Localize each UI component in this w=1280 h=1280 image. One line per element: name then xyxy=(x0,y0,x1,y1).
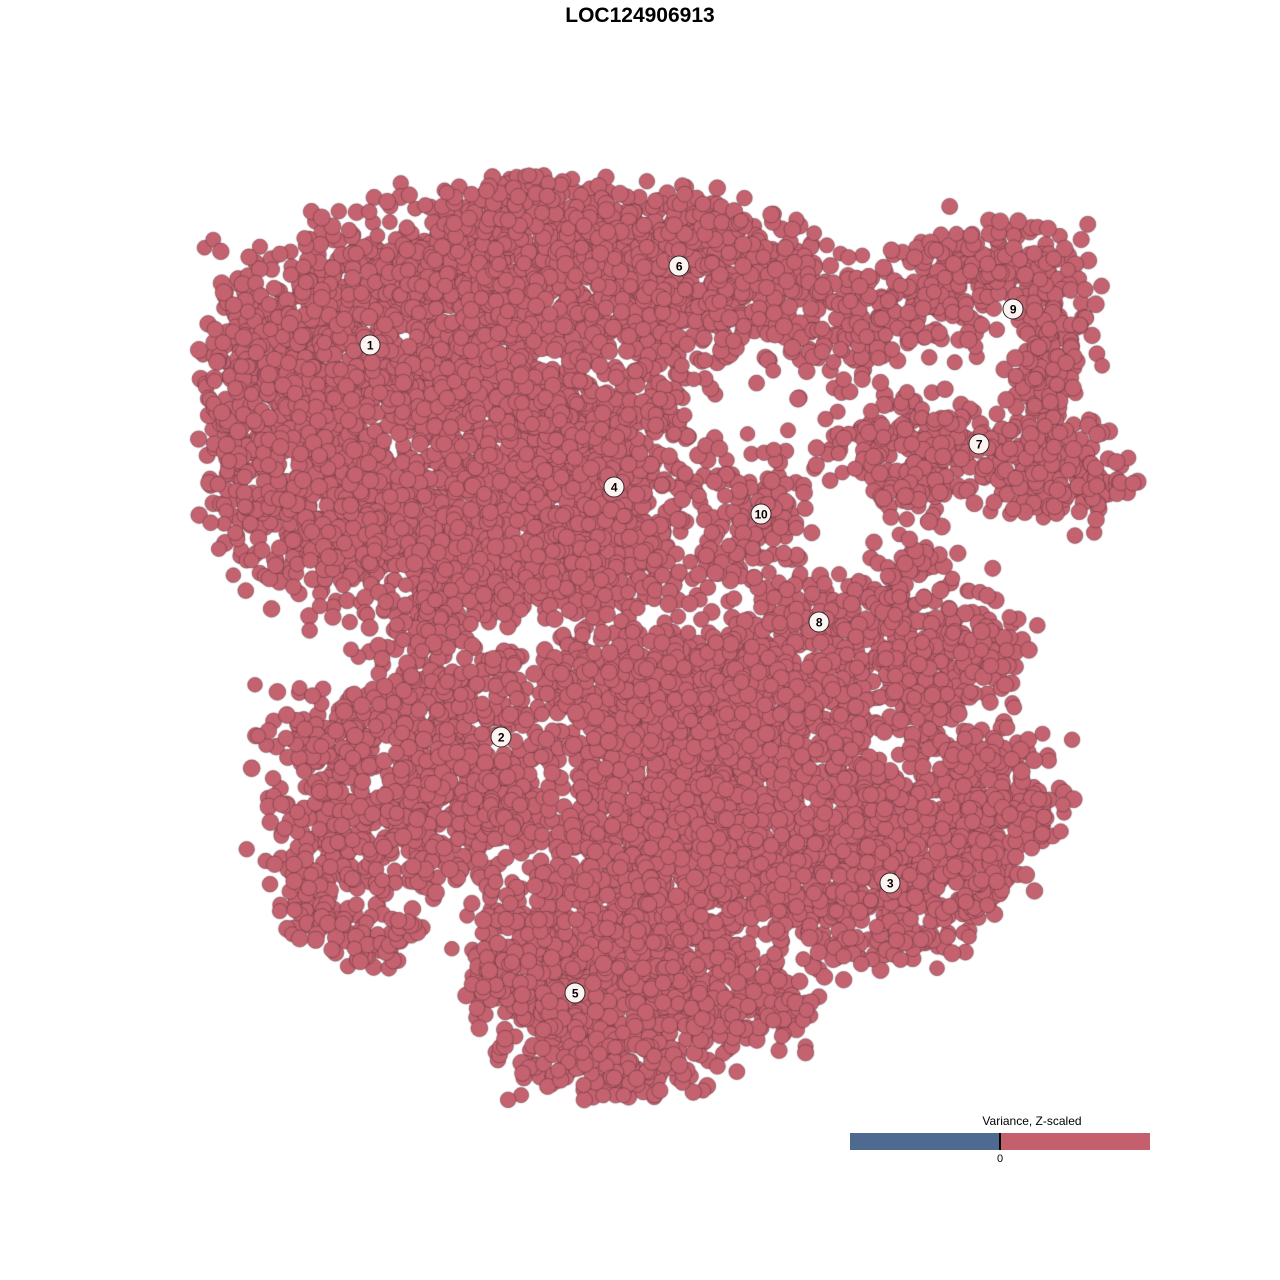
legend-title: Variance, Z-scaled xyxy=(982,1114,1082,1128)
legend-tick-label: 0 xyxy=(996,1153,1004,1165)
legend-gradient-bar xyxy=(850,1133,1150,1150)
legend: Variance, Z-scaled 0 xyxy=(850,1112,1150,1172)
legend-negative-segment xyxy=(850,1133,1000,1150)
legend-zero-tick xyxy=(999,1133,1001,1150)
legend-positive-segment xyxy=(1000,1133,1150,1150)
